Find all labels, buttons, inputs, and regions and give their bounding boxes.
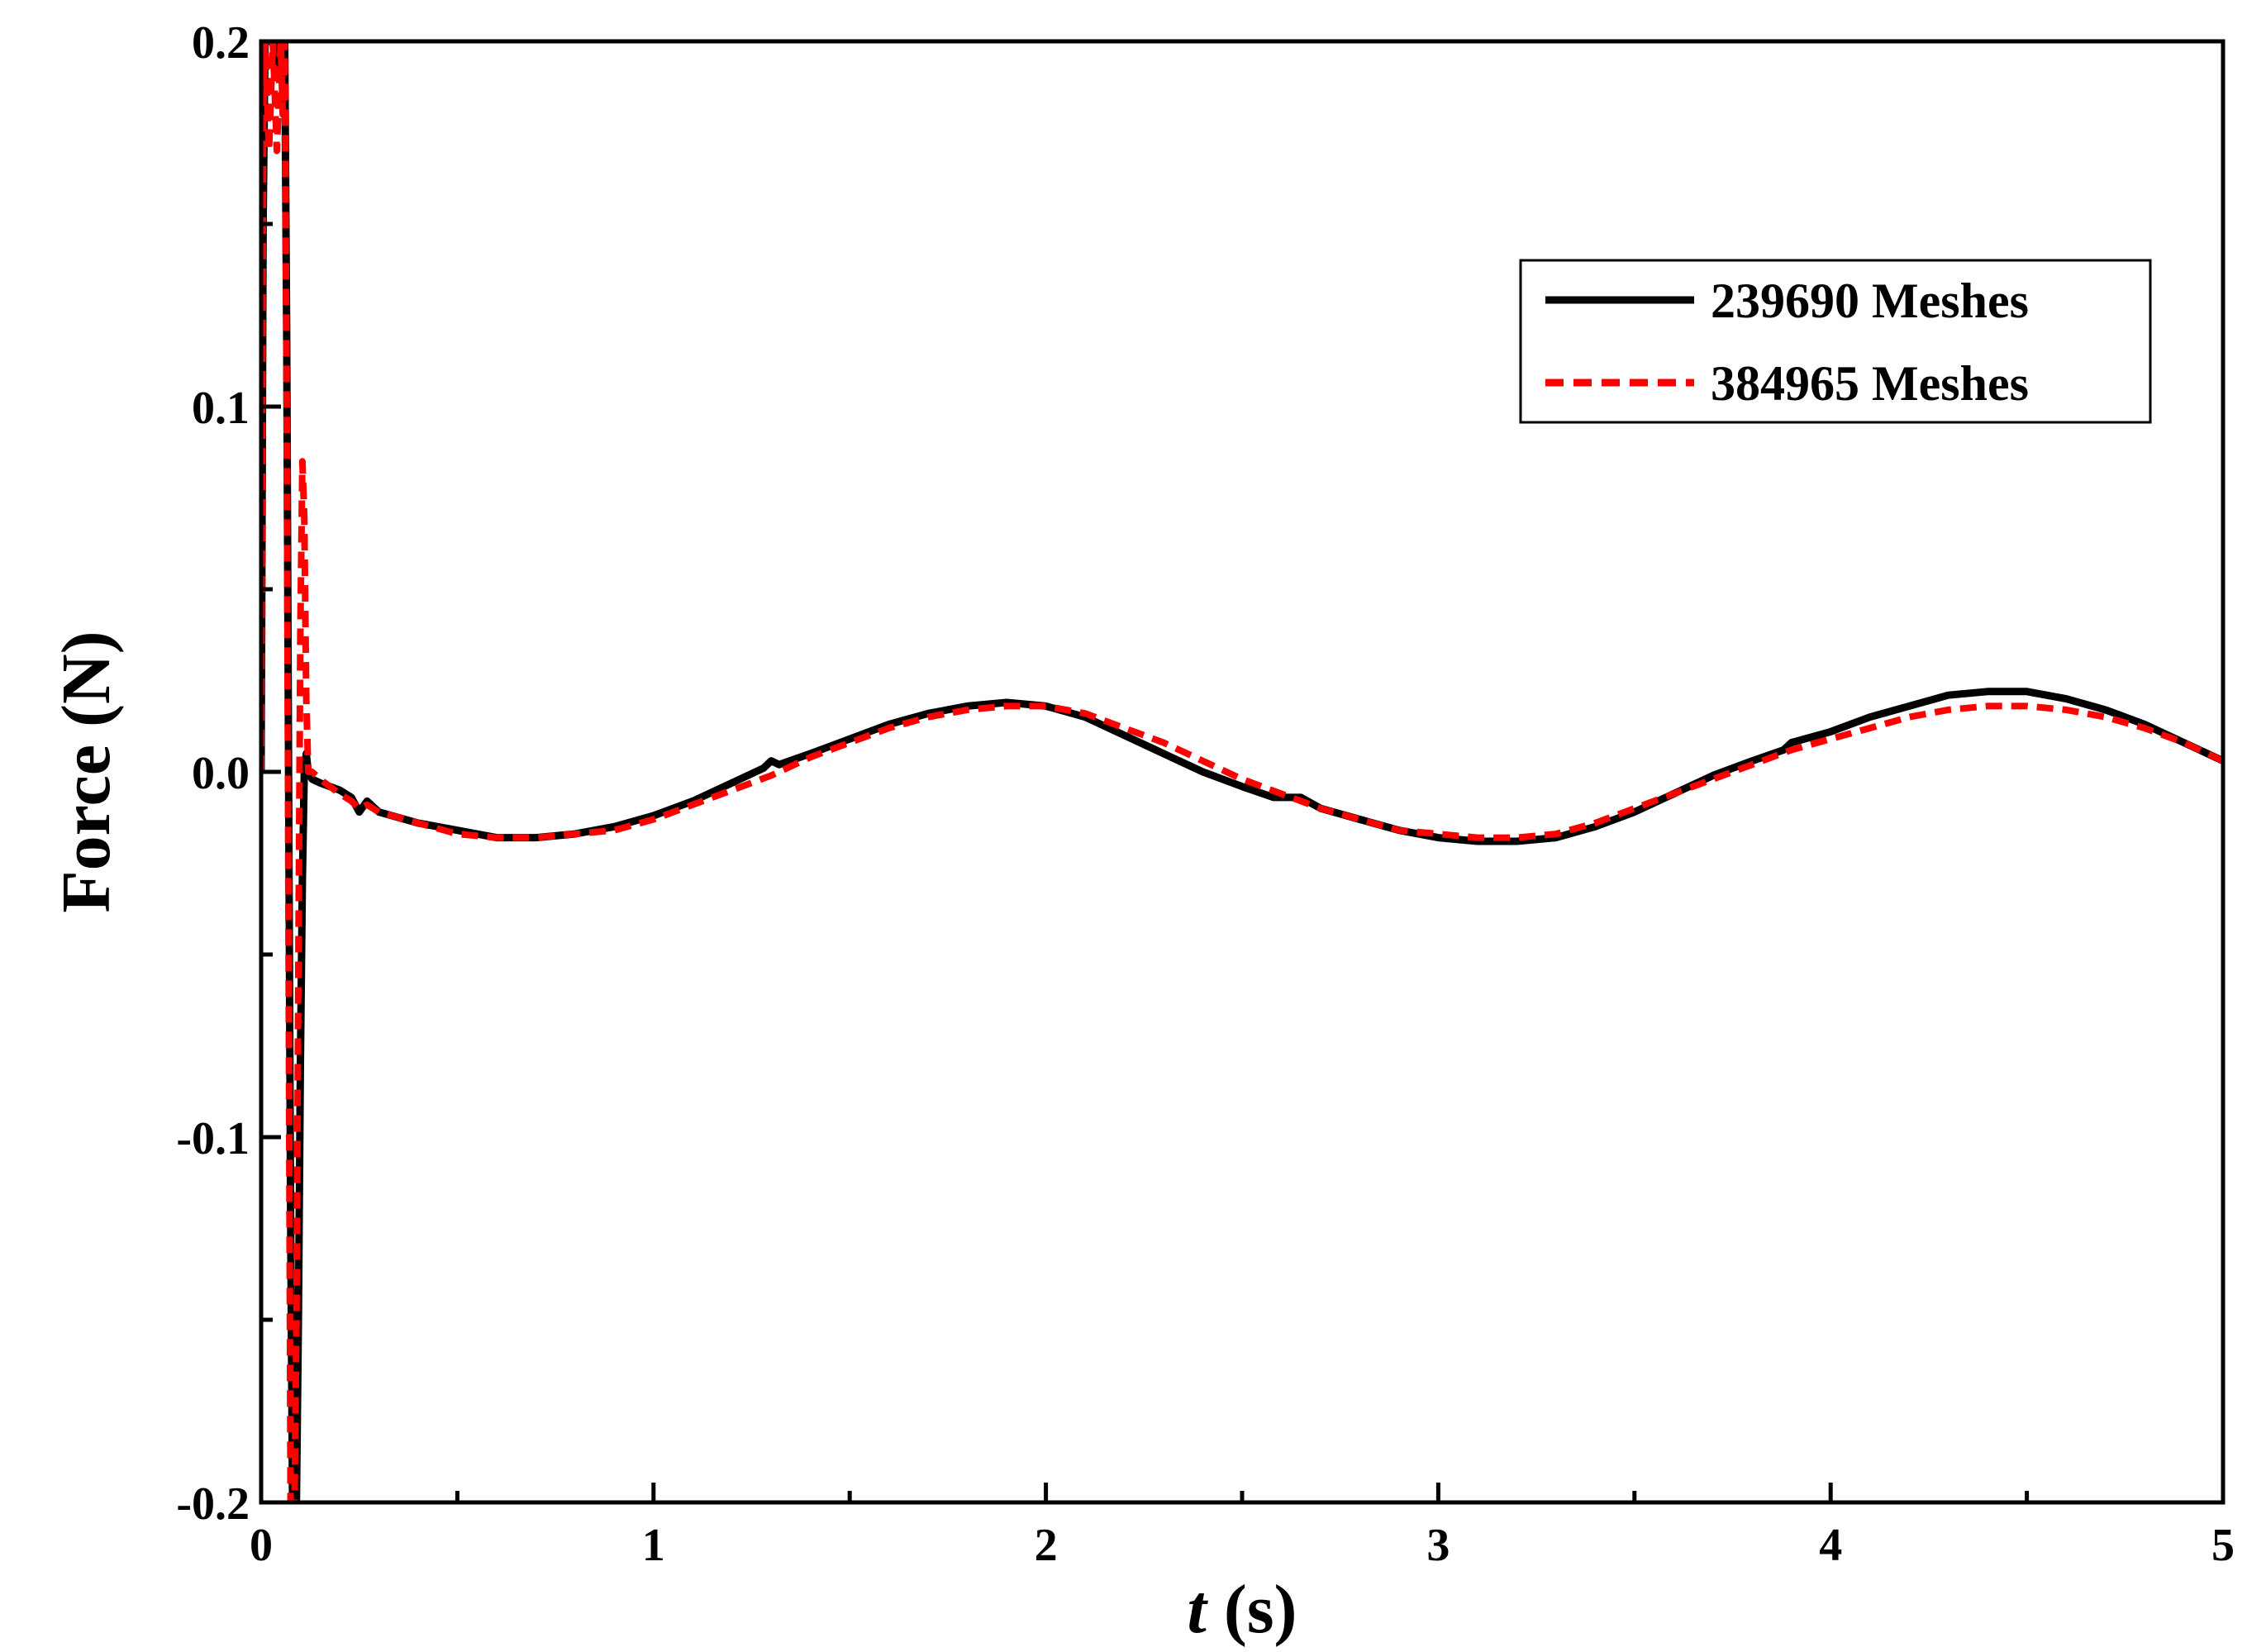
axis-ticks — [259, 39, 2226, 1505]
x-tick-label: 0 — [250, 1520, 273, 1571]
legend-label-series-2: 384965 Meshes — [1711, 356, 2029, 411]
x-tick-label: 2 — [1035, 1520, 1058, 1571]
series-line-2 — [261, 41, 2223, 1502]
legend: 239690 Meshes 384965 Meshes — [1519, 259, 2152, 424]
y-tick-label: -0.1 — [176, 1113, 250, 1164]
tick-labels: 0 1 2 3 4 5 -0.2 -0.1 0.0 0.1 0.2 — [176, 17, 2235, 1571]
x-tick-label: 3 — [1426, 1520, 1450, 1571]
plot-area — [261, 41, 2223, 1502]
x-tick-label: 4 — [1819, 1520, 1842, 1571]
x-tick-label: 5 — [2211, 1520, 2235, 1571]
x-tick-label: 1 — [642, 1520, 665, 1571]
legend-label-series-1: 239690 Meshes — [1711, 274, 2029, 328]
x-axis-unit: (s) — [1207, 1571, 1297, 1648]
y-tick-label: 0.2 — [192, 17, 250, 69]
y-axis-title: Force (N) — [48, 631, 125, 912]
series-line-1 — [261, 41, 2223, 1502]
legend-box — [1519, 259, 2152, 424]
y-tick-label: -0.2 — [176, 1478, 250, 1530]
x-axis-variable: t — [1188, 1571, 1209, 1648]
x-axis-title: t (s) — [1188, 1571, 1297, 1648]
y-tick-label: 0.0 — [192, 748, 250, 799]
y-tick-label: 0.1 — [192, 383, 250, 434]
